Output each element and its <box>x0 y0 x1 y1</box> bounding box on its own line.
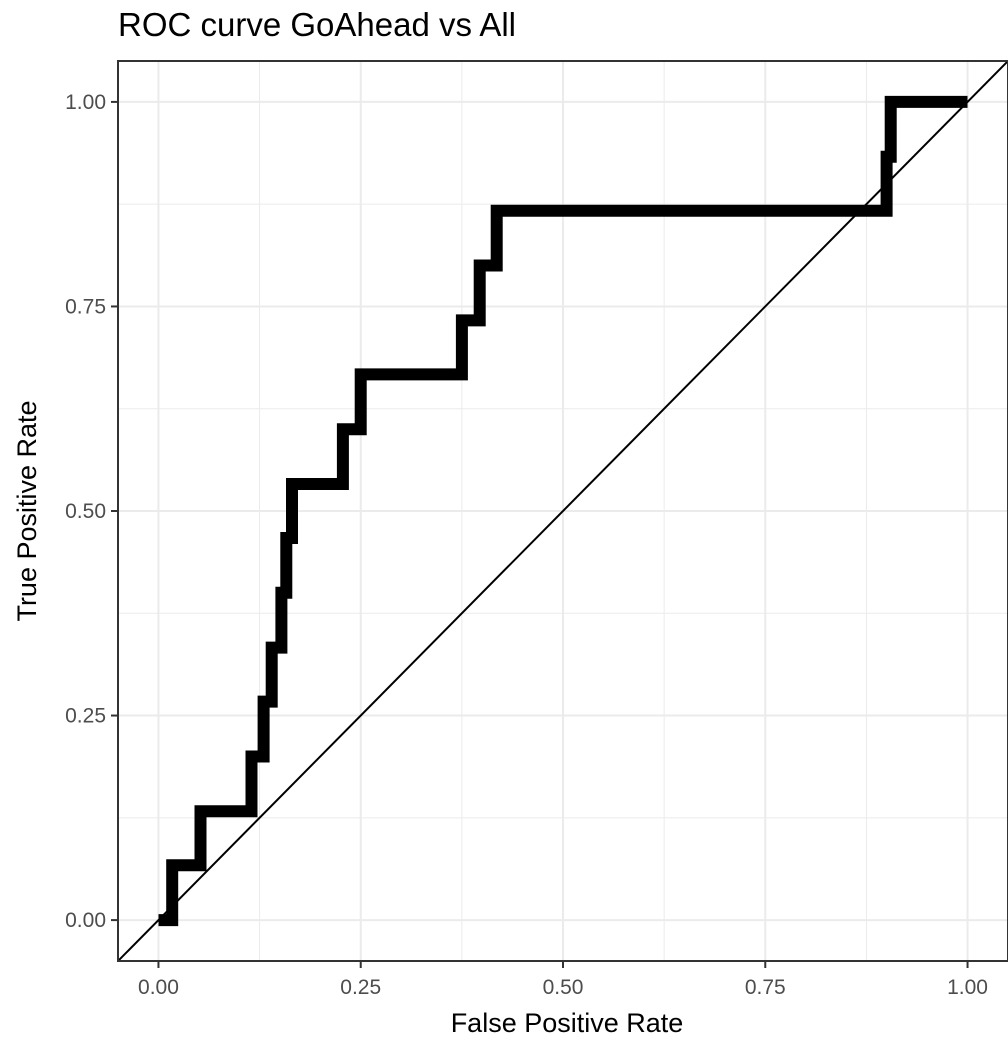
y-tick-label: 0.00 <box>65 909 106 932</box>
x-tick-label: 0.75 <box>745 976 786 999</box>
x-axis-title: False Positive Rate <box>451 1008 684 1038</box>
roc-curve <box>158 95 968 927</box>
chart-title: ROC curve GoAhead vs All <box>118 6 516 43</box>
y-tick-label: 0.75 <box>65 295 106 318</box>
y-axis-ticks: 0.00 0.25 0.50 0.75 1.00 <box>65 91 118 932</box>
y-tick-label: 0.50 <box>65 500 106 523</box>
x-tick-label: 0.00 <box>138 976 179 999</box>
y-tick-label: 1.00 <box>65 91 106 114</box>
x-tick-label: 1.00 <box>947 976 988 999</box>
x-tick-label: 0.50 <box>543 976 584 999</box>
x-tick-label: 0.25 <box>340 976 381 999</box>
x-axis-ticks: 0.00 0.25 0.50 0.75 1.00 <box>138 961 988 999</box>
y-axis-title: True Positive Rate <box>12 400 42 621</box>
y-tick-label: 0.25 <box>65 705 106 728</box>
